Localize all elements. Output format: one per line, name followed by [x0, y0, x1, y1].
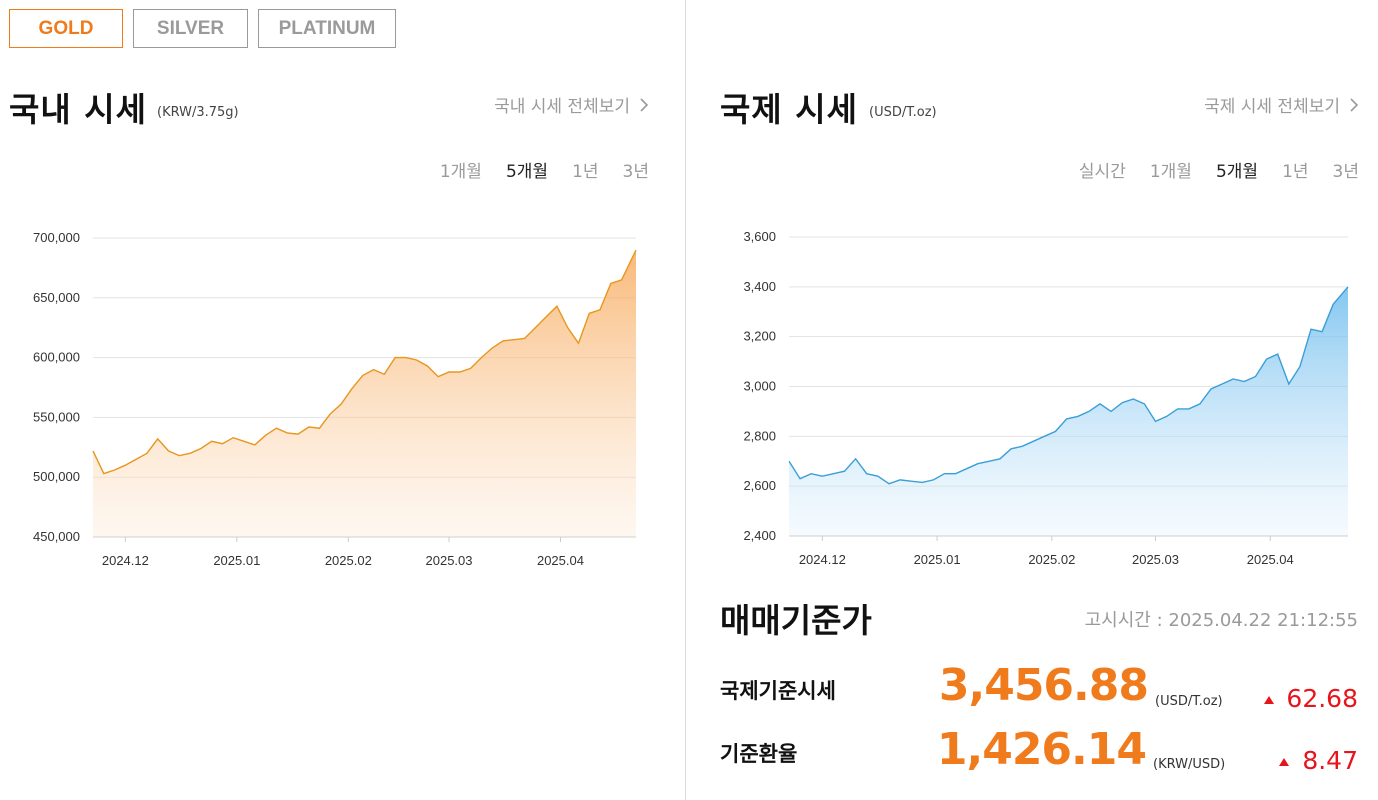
international-x-tick-label: 2025.03 — [1132, 552, 1179, 567]
international-y-tick-label: 3,600 — [743, 229, 776, 244]
tab-silver[interactable]: SILVER — [133, 9, 248, 48]
up-arrow-icon — [1279, 758, 1289, 766]
international-period-3y[interactable]: 3년 — [1332, 162, 1359, 182]
international-x-tick-label: 2025.01 — [914, 552, 961, 567]
domestic-x-tick-label: 2025.03 — [426, 553, 473, 568]
chevron-right-icon — [640, 97, 649, 117]
exchange-rate-label: 기준환율 — [720, 742, 798, 766]
tab-gold[interactable]: GOLD — [9, 9, 123, 48]
domestic-y-tick-label: 600,000 — [33, 350, 80, 365]
metal-tabs: GOLD SILVER PLATINUM — [9, 9, 396, 48]
international-y-tick-label: 3,000 — [743, 379, 776, 394]
international-x-tick-label: 2024.12 — [799, 552, 846, 567]
international-more-label: 국제 시세 전체보기 — [1204, 97, 1340, 117]
notice-time: 고시시간 : 2025.04.22 21:12:55 — [1084, 610, 1358, 631]
intl-reference-value: 3,456.88 — [938, 660, 1149, 711]
international-period-1m[interactable]: 1개월 — [1149, 162, 1192, 182]
domestic-more-link[interactable]: 국내 시세 전체보기 — [494, 92, 649, 117]
exchange-rate-unit: (KRW/USD) — [1153, 757, 1226, 772]
intl-reference-change: 62.68 — [1286, 684, 1358, 713]
domestic-period-1y[interactable]: 1년 — [572, 162, 599, 182]
exchange-rate-change: 8.47 — [1302, 746, 1358, 775]
domestic-x-tick-label: 2025.01 — [213, 553, 260, 568]
domestic-x-tick-label: 2025.04 — [537, 553, 584, 568]
international-y-tick-label: 3,200 — [743, 329, 776, 344]
domestic-x-tick-label: 2025.02 — [325, 553, 372, 568]
international-x-tick-label: 2025.02 — [1028, 552, 1075, 567]
domestic-period-tabs: 1개월 5개월 1년 3년 — [440, 157, 649, 182]
international-y-tick-label: 3,400 — [743, 279, 776, 294]
column-divider — [685, 0, 686, 800]
domestic-period-3y[interactable]: 3년 — [622, 162, 649, 182]
international-y-tick-label: 2,400 — [743, 528, 776, 543]
chevron-right-icon — [1350, 97, 1359, 117]
domestic-y-tick-label: 550,000 — [33, 409, 80, 424]
international-price-chart: 3,600 3,400 3,200 3,000 2,800 2,600 2,400 2024.… — [743, 229, 1349, 567]
domestic-more-label: 국내 시세 전체보기 — [494, 97, 630, 117]
intl-reference-unit: (USD/T.oz) — [1155, 694, 1223, 709]
domestic-y-tick-label: 700,000 — [33, 230, 80, 245]
international-unit: (USD/T.oz) — [869, 105, 937, 120]
international-title: 국제 시세 — [720, 90, 858, 129]
domestic-price-chart: 700,000 650,000 600,000 550,000 500,000 450,0… — [33, 230, 637, 568]
international-period-realtime[interactable]: 실시간 — [1078, 162, 1126, 182]
up-arrow-icon — [1264, 696, 1274, 704]
domestic-period-5m[interactable]: 5개월 — [505, 162, 549, 182]
domestic-series-line — [92, 249, 637, 475]
tab-platinum[interactable]: PLATINUM — [258, 9, 396, 48]
domestic-series-area — [93, 250, 636, 537]
international-period-5m[interactable]: 5개월 — [1215, 162, 1259, 182]
international-y-tick-label: 2,600 — [743, 478, 776, 493]
international-more-link[interactable]: 국제 시세 전체보기 — [1204, 92, 1359, 117]
exchange-rate-value: 1,426.14 — [936, 724, 1147, 775]
reference-price-title: 매매기준가 — [720, 601, 872, 640]
domestic-y-tick-label: 650,000 — [33, 290, 80, 305]
international-y-tick-label: 2,800 — [743, 428, 776, 443]
international-period-tabs: 실시간 1개월 5개월 1년 3년 — [1079, 157, 1359, 182]
international-series-area — [789, 286, 1348, 536]
domestic-y-tick-label: 450,000 — [33, 529, 80, 544]
international-period-1y[interactable]: 1년 — [1282, 162, 1309, 182]
domestic-period-1m[interactable]: 1개월 — [439, 162, 482, 182]
international-x-tick-label: 2025.04 — [1247, 552, 1294, 567]
intl-reference-label: 국제기준시세 — [720, 679, 836, 703]
international-series-line — [788, 286, 1349, 485]
domestic-y-tick-label: 500,000 — [33, 469, 80, 484]
domestic-title: 국내 시세 — [9, 90, 147, 129]
domestic-unit: (KRW/3.75g) — [157, 105, 239, 120]
domestic-x-tick-label: 2024.12 — [102, 553, 149, 568]
